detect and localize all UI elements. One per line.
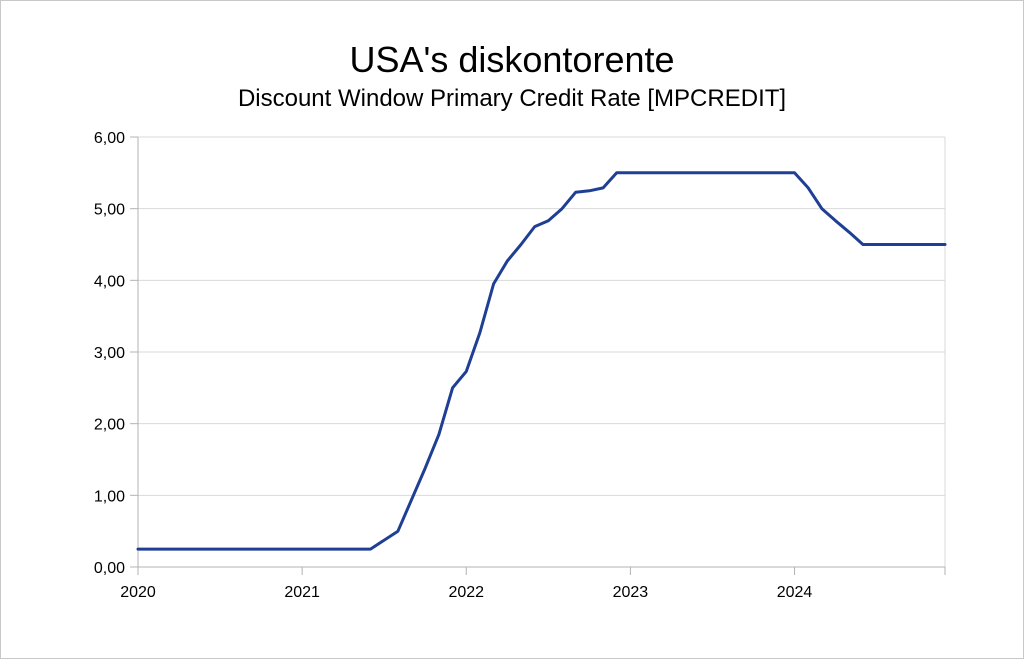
y-tick-label: 5,00 (94, 202, 125, 219)
y-tick-label: 1,00 (94, 488, 125, 505)
y-tick-label: 6,00 (94, 130, 125, 147)
y-tick-label: 3,00 (94, 345, 125, 362)
x-tick-labels: 2020 2021 2022 2023 2024 (120, 584, 812, 601)
y-tick-labels: 0,00 1,00 2,00 3,00 4,00 5,00 6,00 (94, 130, 125, 577)
x-tick-label: 2022 (448, 584, 484, 601)
x-tick-label: 2023 (613, 584, 649, 601)
axes (130, 136, 946, 575)
grid-lines (138, 136, 946, 567)
chart-subtitle: Discount Window Primary Credit Rate [MPC… (237, 85, 787, 112)
y-tick-label: 0,00 (94, 560, 125, 577)
series-layer (136, 171, 947, 551)
series-line (136, 171, 947, 551)
x-tick-label: 2024 (777, 584, 813, 601)
x-tick-label: 2020 (120, 584, 156, 601)
x-tick-label: 2021 (284, 584, 320, 601)
chart-title: USA's diskontorente (349, 39, 675, 80)
y-tick-label: 4,00 (94, 273, 125, 290)
y-tick-label: 2,00 (94, 417, 125, 434)
